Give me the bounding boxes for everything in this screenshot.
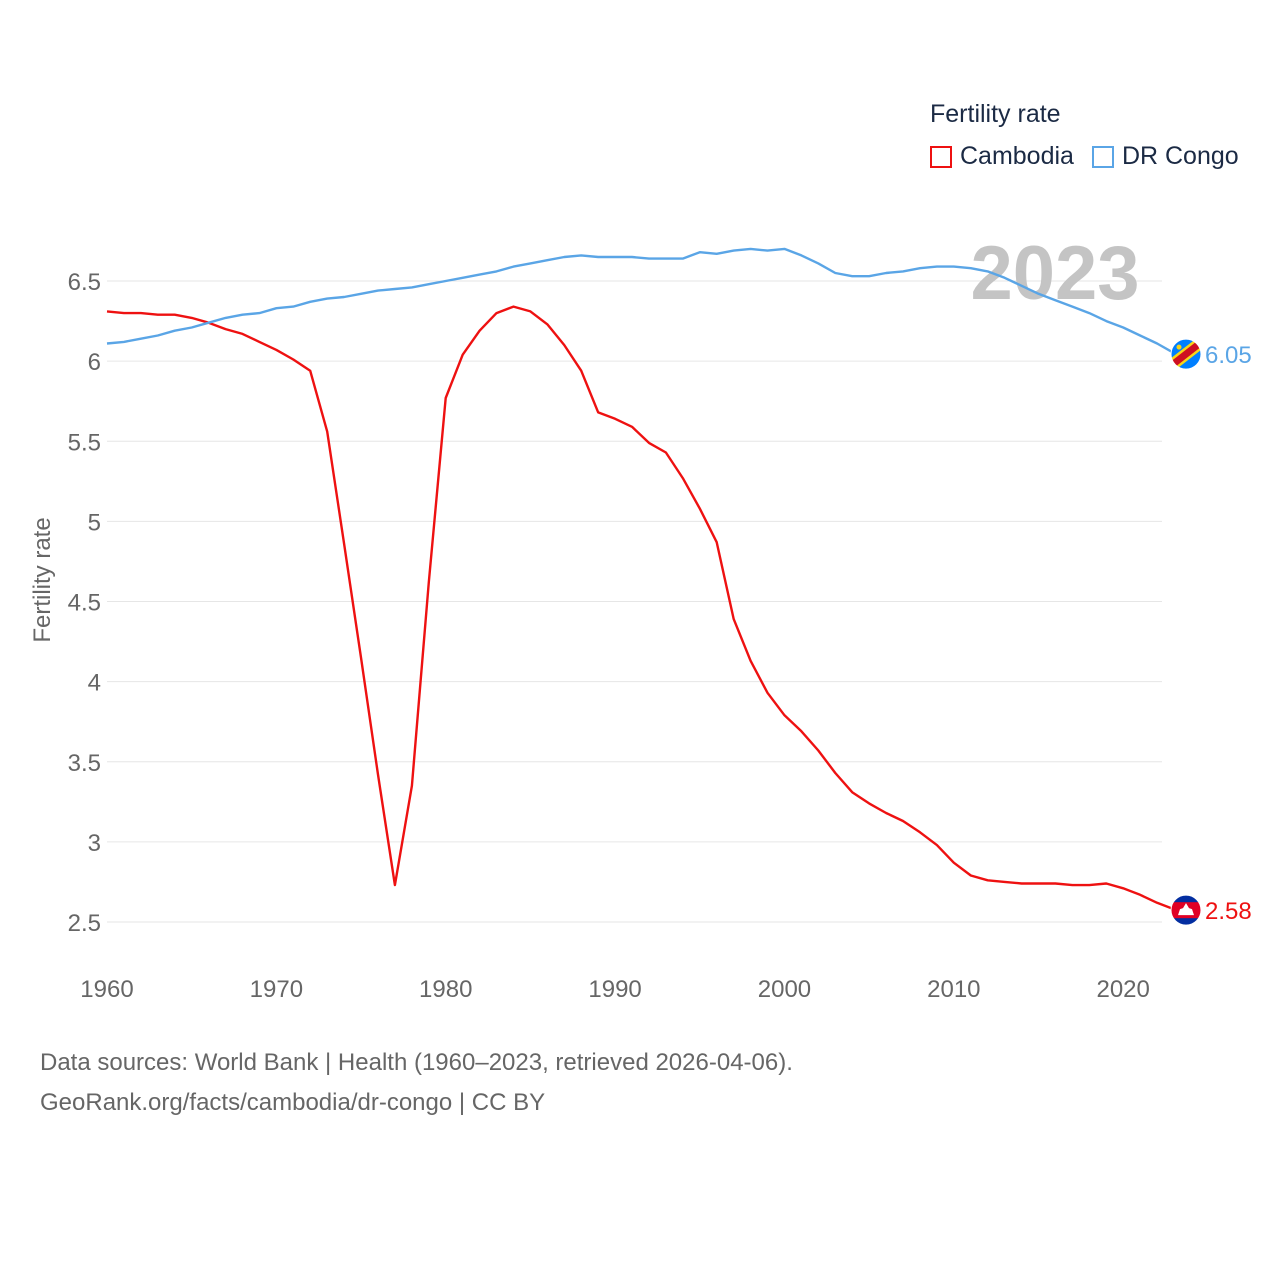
year-watermark: 2023 xyxy=(970,231,1139,316)
end-value-label-cambodia: 2.58 xyxy=(1205,898,1252,925)
y-tick-label: 4.5 xyxy=(68,590,101,617)
y-tick-label: 6.5 xyxy=(68,269,101,296)
end-value-label-dr-congo: 6.05 xyxy=(1205,342,1252,369)
series-line-dr-congo[interactable] xyxy=(106,247,1175,355)
x-tick-label: 2010 xyxy=(927,976,980,1003)
legend-label-cambodia: Cambodia xyxy=(960,142,1074,170)
x-tick-label: 1960 xyxy=(80,976,133,1003)
legend-label-dr-congo: DR Congo xyxy=(1121,142,1239,170)
legend-title: Fertility rate xyxy=(930,100,1061,128)
legend-item-dr-congo[interactable]: DR Congo xyxy=(1091,142,1239,171)
flag-cambodia-icon xyxy=(1170,894,1202,926)
y-tick-label: 5 xyxy=(88,509,101,536)
y-tick-label: 3 xyxy=(88,830,101,857)
series-line-cambodia[interactable] xyxy=(106,305,1175,911)
y-tick-label: 2.5 xyxy=(68,910,101,937)
y-tick-label: 5.5 xyxy=(68,429,101,456)
x-tick-label: 1990 xyxy=(588,976,641,1003)
y-tick-label: 6 xyxy=(88,349,101,376)
sources-footer: Data sources: World Bank | Health (1960–… xyxy=(40,1043,793,1123)
x-tick-label: 1980 xyxy=(419,976,472,1003)
legend-swatch-cambodia xyxy=(930,145,952,168)
legend-item-cambodia[interactable]: Cambodia xyxy=(930,142,1074,171)
sources-line: Data sources: World Bank | Health (1960–… xyxy=(40,1049,793,1076)
x-tick-label: 1970 xyxy=(250,976,303,1003)
attribution-line[interactable]: GeoRank.org/facts/cambodia/dr-congo | CC… xyxy=(40,1089,546,1116)
y-tick-label: 3.5 xyxy=(68,750,101,777)
x-tick-label: 2000 xyxy=(758,976,811,1003)
flag-dr-congo-icon xyxy=(1170,338,1202,370)
y-tick-label: 4 xyxy=(88,670,101,697)
x-tick-label: 2020 xyxy=(1096,976,1149,1003)
legend: Cambodia DR Congo xyxy=(930,142,1257,171)
y-axis-label: Fertility rate xyxy=(29,517,56,642)
legend-swatch-dr-congo xyxy=(1091,145,1114,168)
